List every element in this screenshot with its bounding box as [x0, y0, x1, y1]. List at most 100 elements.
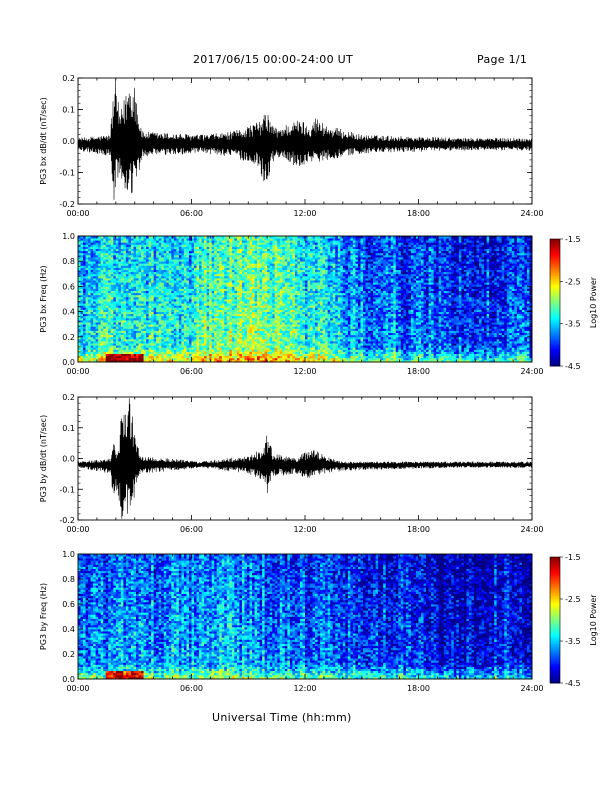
spectrogram-cell — [103, 299, 107, 302]
spectrogram-cell — [98, 311, 102, 315]
spectrogram-cell — [90, 292, 94, 296]
spectrogram-cell — [85, 315, 89, 319]
spectrogram-cell — [100, 307, 104, 310]
spectrogram-cell — [110, 242, 114, 245]
spectrogram-cell — [136, 303, 139, 306]
spectrogram-cell — [133, 263, 137, 266]
spectrogram-cell — [95, 347, 99, 350]
spectrogram-cell — [83, 326, 86, 329]
spectrogram-cell — [115, 349, 119, 352]
spectrogram-cell — [108, 341, 112, 344]
spectrogram-cell — [136, 296, 139, 300]
spectrogram-cell — [93, 307, 97, 310]
spectrogram-cell — [90, 265, 94, 268]
spectrogram-cell — [98, 338, 102, 342]
spectrogram-cell — [88, 301, 92, 304]
spectrogram-cell — [115, 275, 119, 279]
spectrogram-cell — [98, 313, 102, 317]
spectrogram-cell — [118, 309, 122, 312]
spectrogram-cell — [128, 345, 132, 348]
spectrogram-cell — [120, 246, 124, 249]
spectrogram-cell — [88, 288, 92, 291]
spectrogram-cell — [98, 322, 102, 325]
spectrogram-cell — [108, 357, 112, 361]
spectrogram-cell — [83, 332, 86, 336]
spectrogram-cell — [110, 357, 114, 361]
spectrogram-cell — [110, 311, 114, 315]
spectrogram-cell — [108, 257, 112, 260]
spectrogram-cell — [93, 343, 97, 346]
spectrogram-cell — [118, 353, 122, 357]
spectrogram-cell — [125, 240, 129, 243]
spectrogram-cell — [133, 244, 137, 247]
spectrogram-cell — [105, 328, 109, 331]
spectrogram-cell — [93, 299, 97, 302]
spectrogram-cell — [105, 343, 109, 346]
spectrogram-cell — [110, 345, 114, 348]
spectrogram-cell — [113, 355, 117, 359]
spectrogram-cell — [105, 336, 109, 340]
spectrogram-cell — [98, 330, 102, 333]
spectrogram-cell — [78, 328, 81, 331]
spectrogram-cell — [120, 315, 124, 319]
spectrogram-cell — [118, 273, 122, 277]
page-title: 2017/06/15 00:00-24:00 UT — [193, 53, 353, 66]
spectrogram-cell — [128, 338, 132, 342]
x-tick-label: 12:00 — [293, 209, 316, 218]
spectrogram-cell — [125, 353, 129, 357]
spectrogram-cell — [113, 275, 117, 279]
y-tick-label: 0.1 — [62, 106, 75, 115]
spectrogram-cell — [123, 248, 127, 252]
spectrogram-cell — [128, 301, 132, 304]
spectrogram-cell — [100, 320, 104, 323]
spectrogram-cell — [88, 320, 92, 323]
spectrogram-cell — [78, 357, 81, 361]
spectrogram-cell — [115, 294, 119, 298]
spectrogram-cell — [118, 322, 122, 325]
spectrogram-cell — [123, 326, 127, 329]
spectrogram-cell — [123, 305, 127, 308]
spectrogram-cell — [120, 355, 124, 359]
spectrogram-cell — [130, 292, 134, 296]
spectrogram-cell — [108, 296, 112, 300]
spectrogram-cell — [113, 242, 117, 245]
spectrogram-cell — [90, 267, 94, 270]
spectrogram-cell — [130, 343, 134, 346]
spectrogram-cell — [133, 282, 137, 285]
spectrogram-cell — [133, 351, 137, 354]
spectrogram-cell — [105, 311, 109, 315]
spectrogram-cell — [80, 347, 84, 350]
spectrogram-cell — [78, 343, 81, 346]
spectrogram-cell — [98, 261, 102, 264]
spectrogram-cell — [113, 349, 117, 352]
spectrogram-cell — [93, 275, 97, 279]
spectrogram-cell — [95, 261, 99, 264]
spectrogram-cell — [90, 248, 94, 252]
spectrogram-cell — [133, 296, 137, 300]
spectrogram-cell — [103, 265, 107, 268]
spectrogram-cell — [120, 292, 124, 296]
spectrogram-cell — [83, 294, 86, 298]
spectrogram-cell — [133, 330, 137, 333]
spectrogram-cell — [78, 240, 81, 243]
spectrogram-cell — [108, 267, 112, 270]
spectrogram-cell — [85, 347, 89, 350]
spectrogram-cell — [90, 278, 94, 281]
spectrogram-cell — [90, 311, 94, 315]
spectrogram-cell — [125, 248, 129, 252]
spectrogram-cell — [93, 345, 97, 348]
spectrogram-cell — [120, 280, 124, 283]
spectrogram-cell — [128, 254, 132, 258]
spectrogram-cell — [128, 275, 132, 279]
spectrogram-cell — [88, 273, 92, 277]
spectrogram-cell — [113, 299, 117, 302]
spectrogram-cell — [88, 332, 92, 336]
spectrogram-cell — [110, 334, 114, 338]
spectrogram-cell — [95, 326, 99, 329]
spectrogram-cell — [78, 301, 81, 304]
spectrogram-cell — [125, 269, 129, 273]
spectrogram-cell — [110, 313, 114, 317]
spectrogram-cell — [118, 345, 122, 348]
spectrogram-cell — [108, 248, 112, 252]
spectrogram-cell — [103, 341, 107, 344]
